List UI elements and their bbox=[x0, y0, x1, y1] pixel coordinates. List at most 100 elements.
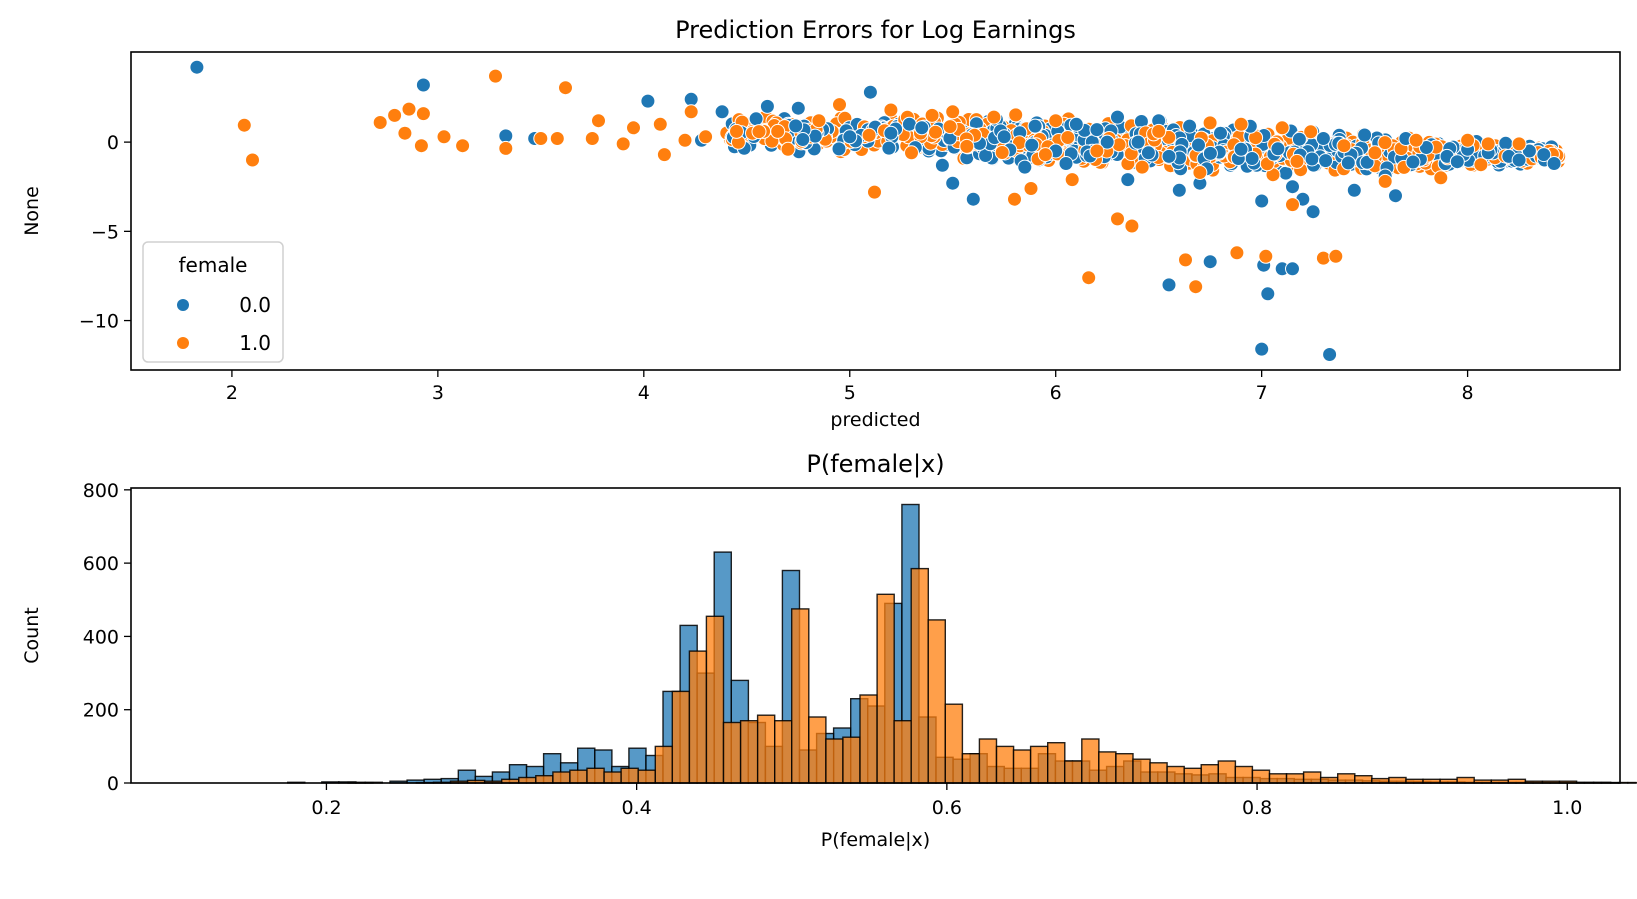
scatter-band-point bbox=[881, 140, 897, 156]
histogram-bar-female-1.0 bbox=[910, 567, 930, 784]
histogram-x-tick-label: 0.6 bbox=[932, 797, 962, 819]
scatter-point-female-1.0 bbox=[372, 115, 388, 130]
histogram-bar-female-1.0 bbox=[1285, 773, 1305, 784]
scatter-point-female-0.0 bbox=[862, 84, 878, 100]
histogram-bar-female-1.0 bbox=[739, 720, 759, 784]
scatter-point-female-0.0 bbox=[1285, 261, 1300, 277]
scatter-point-female-0.0 bbox=[883, 125, 899, 141]
histogram-y-label: Count bbox=[21, 607, 43, 663]
scatter-point-female-0.0 bbox=[714, 104, 730, 120]
scatter-band-point bbox=[1270, 141, 1286, 157]
histogram-x-ticks: 0.2 0.4 0.6 0.8 1.0 bbox=[311, 783, 1582, 819]
scatter-point-female-1.0 bbox=[615, 136, 631, 152]
scatter-band-point bbox=[795, 132, 811, 147]
histogram-y-ticks: 0 200 400 600 800 bbox=[83, 480, 131, 795]
scatter-point-female-1.0 bbox=[533, 131, 549, 146]
scatter-point-female-0.0 bbox=[1233, 141, 1249, 157]
histogram-bar-female-1.0 bbox=[1115, 753, 1134, 784]
histogram-bar-female-1.0 bbox=[1132, 758, 1151, 784]
scatter-point-female-0.0 bbox=[965, 191, 981, 207]
scatter-point-female-1.0 bbox=[867, 184, 882, 200]
scatter-point-female-1.0 bbox=[401, 101, 417, 117]
scatter-band-point bbox=[942, 119, 958, 135]
scatter-x-tick-label: 6 bbox=[1050, 382, 1062, 404]
scatter-point-female-0.0 bbox=[1182, 118, 1198, 134]
legend-box bbox=[142, 241, 284, 363]
scatter-point-female-0.0 bbox=[842, 129, 858, 145]
scatter-points bbox=[189, 59, 1562, 362]
histogram-bar-female-1.0 bbox=[1046, 742, 1066, 784]
scatter-y-tick-label: −10 bbox=[79, 311, 119, 333]
scatter-band-point bbox=[1304, 151, 1320, 167]
scatter-point-female-0.0 bbox=[790, 100, 806, 116]
scatter-point-female-0.0 bbox=[914, 120, 930, 136]
legend-title: female bbox=[179, 253, 248, 277]
scatter-y-ticks: 0 −5 −10 bbox=[79, 132, 131, 333]
scatter-point-female-1.0 bbox=[1480, 136, 1496, 152]
scatter-y-label: None bbox=[21, 186, 43, 236]
scatter-point-female-1.0 bbox=[780, 141, 796, 157]
histogram-bar-female-1.0 bbox=[1183, 767, 1202, 784]
scatter-point-female-1.0 bbox=[1274, 120, 1290, 136]
scatter-point-female-1.0 bbox=[488, 68, 503, 84]
histogram-bar-female-1.0 bbox=[825, 738, 844, 784]
histogram-bar-female-1.0 bbox=[518, 776, 537, 784]
scatter-point-female-0.0 bbox=[1099, 134, 1115, 150]
scatter-band-point bbox=[1202, 115, 1218, 131]
histogram-bar-female-1.0 bbox=[927, 619, 947, 784]
histogram-bar-female-1.0 bbox=[586, 767, 605, 784]
scatter-band-point bbox=[1377, 135, 1393, 151]
scatter-band-point bbox=[1289, 153, 1305, 169]
scatter-point-female-1.0 bbox=[832, 97, 847, 113]
scatter-point-female-1.0 bbox=[1037, 147, 1053, 163]
scatter-point-female-0.0 bbox=[1449, 154, 1465, 170]
scatter-point-female-1.0 bbox=[986, 109, 1002, 125]
histogram-bar-female-1.0 bbox=[859, 694, 878, 784]
histogram-bar-female-1.0 bbox=[1388, 776, 1407, 784]
scatter-x-label: predicted bbox=[830, 409, 920, 431]
scatter-point-female-1.0 bbox=[1367, 145, 1383, 161]
scatter-point-female-1.0 bbox=[549, 131, 565, 146]
scatter-x-tick-label: 8 bbox=[1462, 382, 1474, 404]
scatter-point-female-0.0 bbox=[1068, 116, 1084, 132]
scatter-point-female-0.0 bbox=[1140, 145, 1156, 161]
scatter-point-female-0.0 bbox=[1171, 182, 1187, 198]
histogram-bar-female-1.0 bbox=[978, 738, 998, 784]
scatter-point-female-1.0 bbox=[1081, 270, 1097, 286]
histogram-bar-female-1.0 bbox=[1081, 738, 1100, 784]
scatter-band-point bbox=[901, 116, 917, 132]
scatter-band-point bbox=[1405, 154, 1421, 170]
scatter-band-point bbox=[1060, 130, 1076, 145]
scatter-point-female-0.0 bbox=[1346, 182, 1362, 198]
scatter-point-female-0.0 bbox=[1161, 148, 1177, 164]
histogram-bar-female-1.0 bbox=[961, 753, 981, 784]
histogram-bar-female-1.0 bbox=[654, 745, 674, 784]
scatter-point-female-1.0 bbox=[558, 80, 573, 96]
histogram-bar-female-1.0 bbox=[1200, 764, 1219, 784]
scatter-point-female-0.0 bbox=[1357, 127, 1373, 143]
histogram-bar-female-1.0 bbox=[620, 767, 639, 784]
scatter-point-female-1.0 bbox=[1460, 132, 1476, 148]
scatter-point-female-1.0 bbox=[236, 117, 252, 133]
scatter-point-female-1.0 bbox=[1229, 245, 1245, 261]
scatter-point-female-0.0 bbox=[1027, 118, 1043, 134]
scatter-point-female-0.0 bbox=[1521, 143, 1537, 159]
scatter-point-female-0.0 bbox=[1418, 140, 1434, 155]
histogram-y-tick-label: 800 bbox=[83, 480, 119, 502]
scatter-point-female-0.0 bbox=[1388, 188, 1403, 204]
histogram-bar-female-1.0 bbox=[791, 608, 810, 784]
scatter-band-point bbox=[928, 124, 943, 140]
scatter-x-tick-label: 7 bbox=[1256, 382, 1268, 404]
scatter-point-female-0.0 bbox=[640, 93, 656, 109]
histogram-y-tick-label: 600 bbox=[83, 553, 119, 575]
histogram-bar-female-1.0 bbox=[671, 690, 691, 784]
scatter-point-female-0.0 bbox=[1511, 152, 1527, 168]
scatter-point-female-1.0 bbox=[729, 123, 744, 139]
scatter-point-female-1.0 bbox=[436, 129, 452, 145]
scatter-band-point bbox=[959, 138, 975, 154]
scatter-point-female-1.0 bbox=[1285, 197, 1300, 213]
legend-label-1: 1.0 bbox=[239, 331, 271, 355]
scatter-point-female-1.0 bbox=[626, 120, 641, 136]
scatter-axes: Prediction Errors for Log Earnings 2 3 4 5 6… bbox=[21, 16, 1621, 431]
histogram-bar-female-1.0 bbox=[842, 736, 861, 784]
